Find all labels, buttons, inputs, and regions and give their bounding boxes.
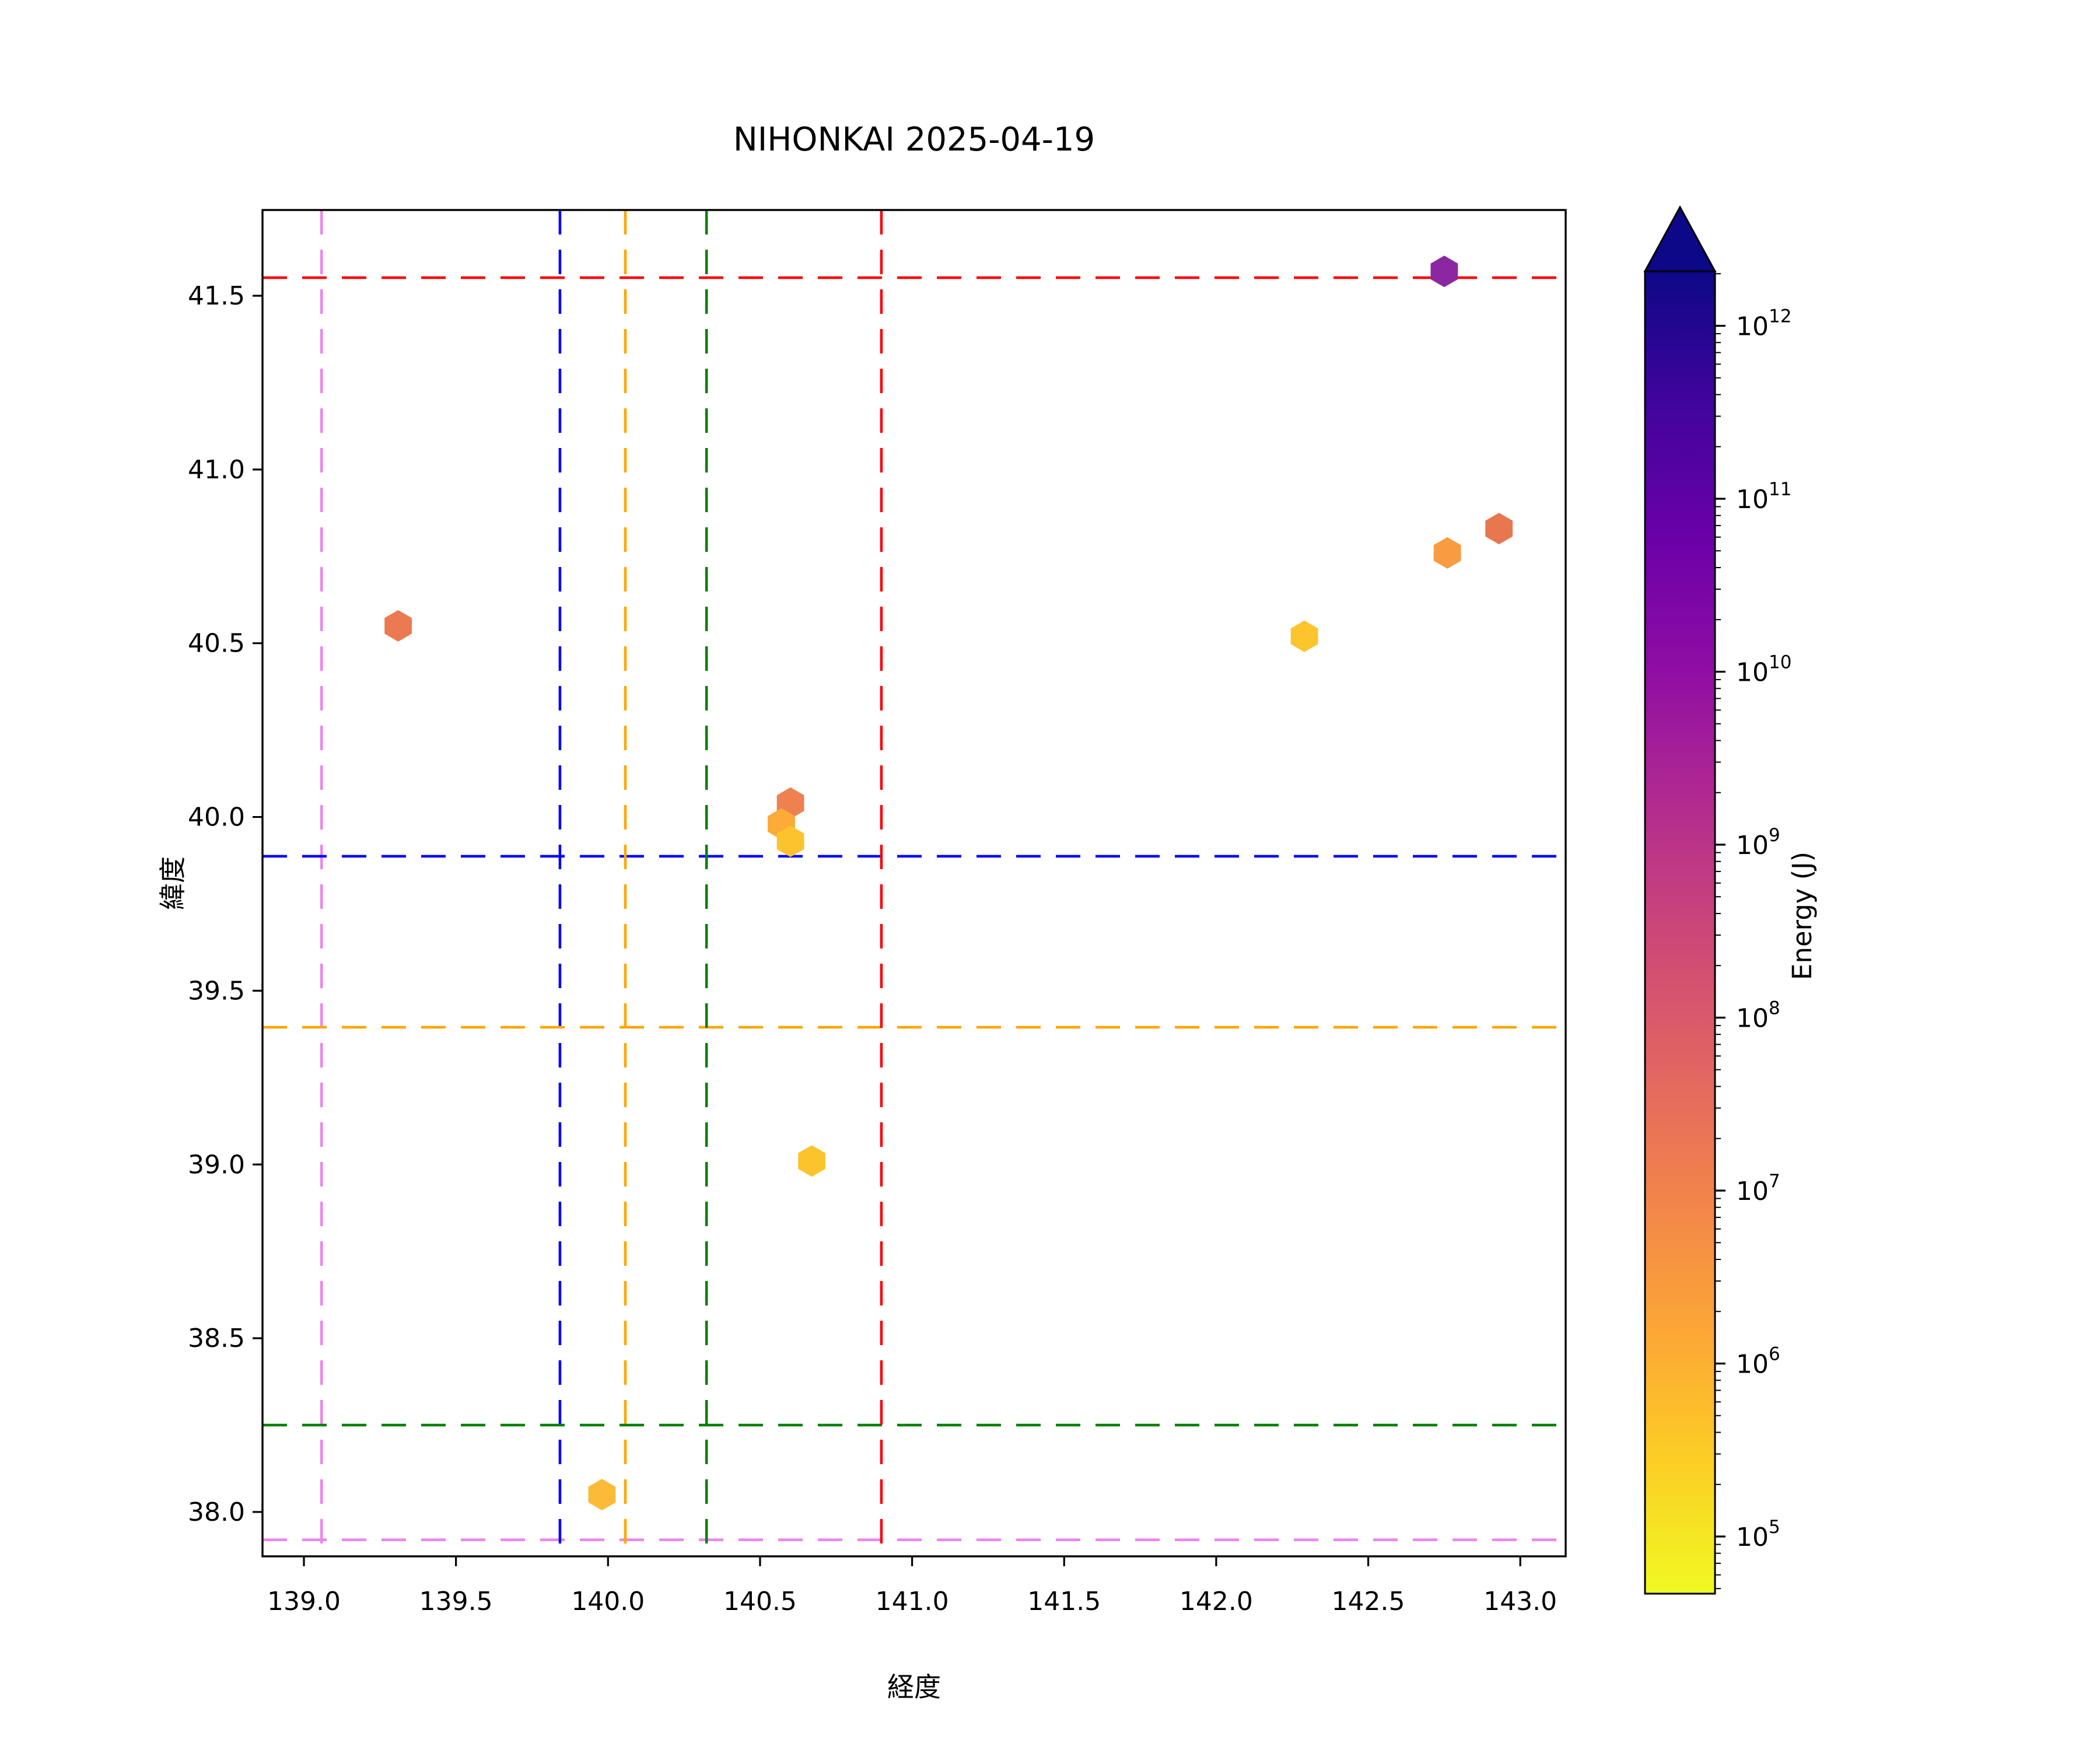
colorbar-extend-arrow bbox=[1643, 205, 1717, 272]
data-point-hexagon-3 bbox=[776, 825, 804, 858]
data-point-hexagon-6 bbox=[1290, 620, 1318, 652]
colorbar-tick-exponent: 12 bbox=[1769, 306, 1791, 327]
y-tick-label: 40.5 bbox=[188, 629, 245, 659]
colorbar-tick-label: 109 bbox=[1736, 825, 1780, 860]
x-tick-label: 140.0 bbox=[571, 1587, 645, 1616]
data-point-hexagon-8 bbox=[1485, 513, 1513, 545]
data-point-hexagon-5 bbox=[588, 1479, 616, 1511]
y-tick-label: 40.0 bbox=[188, 803, 245, 832]
colorbar-tick-label: 107 bbox=[1736, 1171, 1780, 1206]
y-tick-label: 38.5 bbox=[188, 1324, 245, 1353]
colorbar-tick-label: 1011 bbox=[1736, 479, 1791, 514]
colorbar-tick-label: 1010 bbox=[1736, 652, 1791, 688]
colorbar-tick-exponent: 6 bbox=[1769, 1344, 1780, 1365]
x-tick-label: 139.5 bbox=[419, 1587, 493, 1616]
colorbar-label: Energy (J) bbox=[1787, 852, 1818, 980]
colorbar-tick-exponent: 5 bbox=[1769, 1517, 1780, 1538]
y-tick-label: 38.0 bbox=[188, 1497, 245, 1527]
x-tick-label: 142.0 bbox=[1180, 1587, 1253, 1616]
colorbar-outline bbox=[1644, 270, 1716, 1595]
colorbar-tick-exponent: 10 bbox=[1769, 652, 1791, 673]
y-tick-label: 39.5 bbox=[188, 976, 245, 1006]
data-point-hexagon-9 bbox=[1430, 256, 1458, 288]
colorbar-bar bbox=[1645, 271, 1715, 1594]
x-tick-label: 141.0 bbox=[876, 1587, 949, 1616]
x-axis-label: 経度 bbox=[887, 1671, 941, 1703]
colorbar-tick-label: 1012 bbox=[1736, 306, 1791, 342]
x-tick-label: 143.0 bbox=[1483, 1587, 1557, 1616]
colorbar-tick-exponent: 9 bbox=[1769, 825, 1780, 846]
colorbar-tick-label: 105 bbox=[1736, 1517, 1780, 1552]
y-axis-label: 緯度 bbox=[157, 856, 188, 910]
colorbar-tick-label: 106 bbox=[1736, 1344, 1780, 1380]
chart-title: NIHONKAI 2025-04-19 bbox=[733, 121, 1096, 159]
colorbar-tick-label: 108 bbox=[1736, 998, 1780, 1034]
data-point-hexagon-4 bbox=[798, 1145, 825, 1177]
axes-frame bbox=[261, 209, 1567, 1558]
colorbar-tick-exponent: 7 bbox=[1769, 1171, 1780, 1192]
x-tick-label: 141.5 bbox=[1027, 1587, 1101, 1616]
colorbar-tick-exponent: 8 bbox=[1769, 998, 1780, 1019]
y-tick-label: 41.0 bbox=[188, 455, 245, 485]
x-tick-label: 139.0 bbox=[267, 1587, 341, 1616]
data-point-hexagon-7 bbox=[1433, 537, 1461, 569]
colorbar-tick-exponent: 11 bbox=[1769, 479, 1791, 500]
x-tick-label: 140.5 bbox=[723, 1587, 797, 1616]
data-point-hexagon-0 bbox=[384, 610, 412, 642]
y-tick-label: 39.0 bbox=[188, 1150, 245, 1180]
y-tick-label: 41.5 bbox=[188, 281, 245, 311]
x-tick-label: 142.5 bbox=[1332, 1587, 1405, 1616]
